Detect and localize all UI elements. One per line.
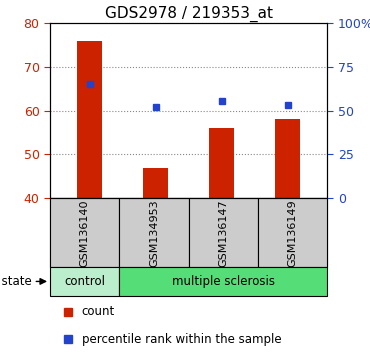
Text: percentile rank within the sample: percentile rank within the sample — [82, 333, 282, 346]
Bar — [143, 167, 168, 198]
Title: GDS2978 / 219353_at: GDS2978 / 219353_at — [105, 5, 273, 22]
Text: count: count — [82, 306, 115, 319]
Text: GSM136140: GSM136140 — [80, 199, 90, 267]
FancyBboxPatch shape — [189, 198, 258, 267]
FancyBboxPatch shape — [119, 267, 327, 296]
Text: multiple sclerosis: multiple sclerosis — [172, 275, 275, 288]
Bar — [77, 41, 102, 198]
Text: control: control — [64, 275, 105, 288]
Bar — [275, 119, 300, 198]
FancyBboxPatch shape — [258, 198, 327, 267]
FancyBboxPatch shape — [50, 267, 119, 296]
Text: disease state: disease state — [0, 275, 32, 288]
Bar — [209, 128, 234, 198]
Text: GSM136149: GSM136149 — [288, 199, 298, 267]
Text: GSM134953: GSM134953 — [149, 199, 159, 267]
FancyBboxPatch shape — [50, 198, 119, 267]
FancyBboxPatch shape — [119, 198, 189, 267]
Text: GSM136147: GSM136147 — [218, 199, 228, 267]
